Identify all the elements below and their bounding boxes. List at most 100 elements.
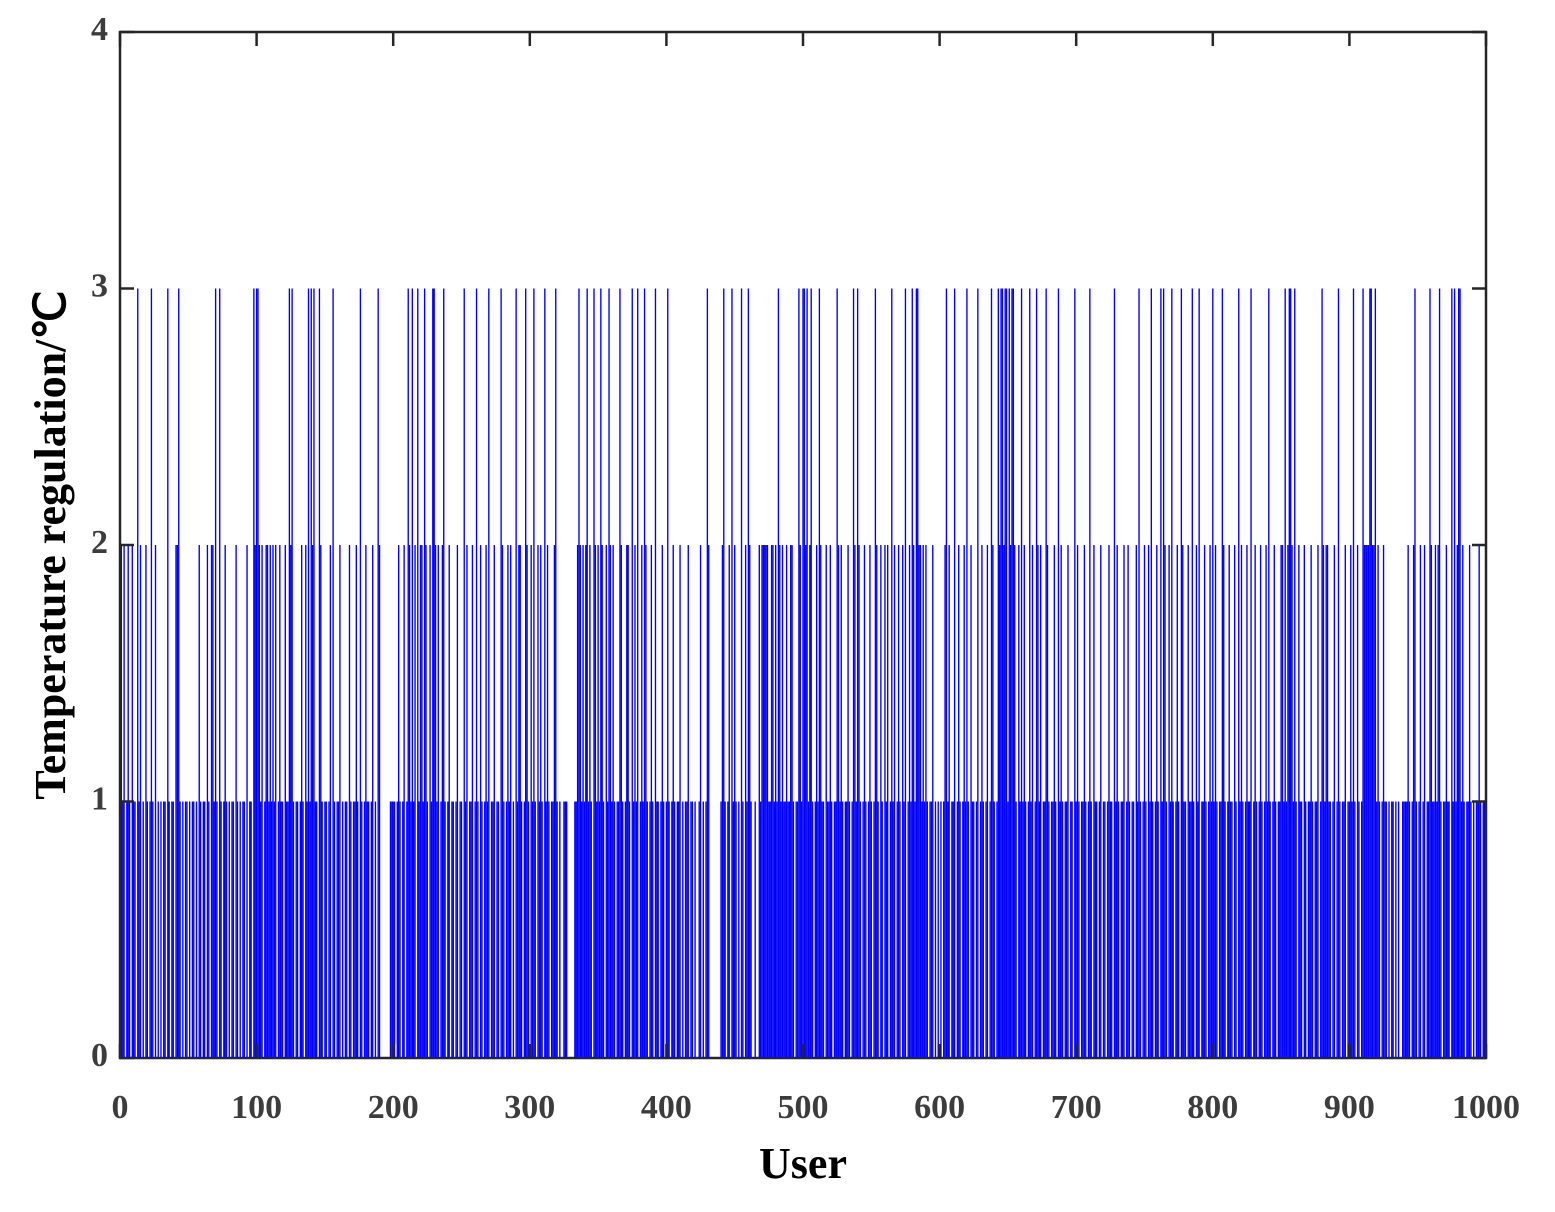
bar — [734, 545, 736, 1058]
bar — [1411, 801, 1413, 1058]
bar — [1419, 545, 1422, 1058]
bar — [1274, 801, 1277, 1058]
bar — [583, 801, 586, 1058]
bar — [479, 545, 482, 1058]
bar — [1203, 545, 1206, 1058]
bar — [1307, 801, 1310, 1058]
bar — [747, 288, 750, 1058]
bar — [891, 288, 893, 1058]
bar — [350, 801, 352, 1058]
bar — [682, 801, 684, 1058]
bar — [1094, 801, 1097, 1058]
bar — [171, 801, 173, 1058]
bar — [243, 801, 245, 1058]
bar — [1000, 288, 1002, 1058]
bar — [1382, 545, 1385, 1058]
bar — [973, 801, 975, 1058]
bar — [339, 545, 341, 1058]
bar — [1080, 801, 1083, 1058]
bar — [1272, 801, 1274, 1058]
bar — [811, 801, 814, 1058]
bar — [1082, 801, 1084, 1058]
bar — [290, 545, 292, 1058]
bar — [937, 801, 939, 1058]
bar — [1192, 801, 1195, 1058]
bar — [1213, 801, 1215, 1058]
bar — [1182, 545, 1184, 1058]
bar — [807, 801, 810, 1058]
bar — [526, 545, 528, 1058]
bar — [295, 801, 297, 1058]
bar — [668, 801, 670, 1058]
bar — [809, 545, 811, 1058]
bar — [1007, 801, 1009, 1058]
bar — [1415, 801, 1418, 1058]
bar — [460, 801, 463, 1058]
bar — [1188, 801, 1191, 1058]
bar — [329, 545, 332, 1058]
bar — [363, 801, 366, 1058]
bar — [862, 801, 864, 1058]
bar — [444, 801, 446, 1058]
bar — [721, 545, 724, 1058]
bar — [661, 545, 663, 1058]
bar — [744, 545, 747, 1058]
bar — [284, 545, 286, 1058]
bar — [765, 545, 767, 1058]
bar — [602, 801, 605, 1058]
bar — [1328, 801, 1330, 1058]
bar — [179, 801, 181, 1058]
bar — [1116, 545, 1118, 1058]
bar — [537, 545, 539, 1058]
bar — [471, 545, 474, 1058]
bar — [926, 801, 928, 1058]
bar — [441, 545, 444, 1058]
bar — [802, 288, 804, 1058]
bar — [903, 801, 905, 1058]
bar — [825, 545, 827, 1058]
bar — [1395, 801, 1397, 1058]
bar — [887, 545, 889, 1058]
bar — [1212, 288, 1214, 1058]
bar — [1109, 801, 1112, 1058]
bar — [1184, 801, 1187, 1058]
bar — [555, 288, 557, 1058]
bar — [1447, 801, 1449, 1058]
bar — [1169, 801, 1172, 1058]
bar — [1044, 801, 1046, 1058]
bar — [548, 801, 550, 1058]
bar — [1012, 288, 1015, 1058]
bar — [191, 801, 194, 1058]
bar — [761, 545, 763, 1058]
bar — [333, 801, 336, 1058]
bar — [564, 801, 566, 1058]
bar — [359, 288, 362, 1058]
bar — [1311, 801, 1314, 1058]
bar — [881, 801, 883, 1058]
bar — [598, 801, 601, 1058]
bar — [1452, 801, 1454, 1058]
bar — [652, 801, 654, 1058]
bar — [544, 288, 546, 1058]
bar — [1172, 801, 1174, 1058]
bar — [846, 801, 848, 1058]
bar — [425, 545, 427, 1058]
bar — [419, 545, 422, 1058]
bar — [645, 545, 647, 1058]
bar — [912, 545, 915, 1058]
bar — [152, 801, 154, 1058]
bar — [1150, 288, 1153, 1058]
bar — [910, 801, 912, 1058]
bar — [309, 801, 311, 1058]
bar — [1459, 288, 1461, 1058]
bar — [464, 801, 467, 1058]
bar — [1014, 545, 1016, 1058]
bar — [367, 801, 370, 1058]
bar — [516, 801, 519, 1058]
bar — [520, 801, 523, 1058]
bar — [220, 801, 222, 1058]
bar — [1128, 801, 1131, 1058]
bar — [929, 801, 931, 1058]
bar — [216, 801, 218, 1058]
bar — [600, 288, 602, 1058]
